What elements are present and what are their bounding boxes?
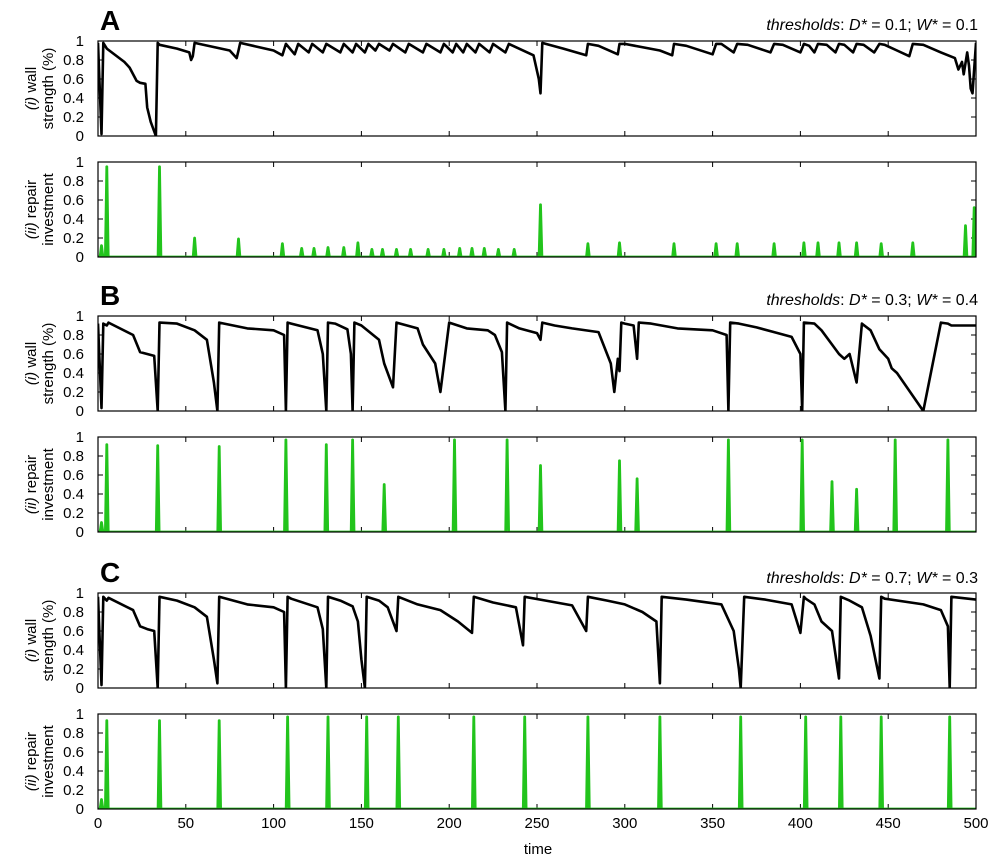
y-tick-label: 0.2 xyxy=(63,230,84,247)
wall-strength-subplot: 0 0.2 0.4 0.6 0.8 1 (i) wallstrength (%) xyxy=(23,33,976,145)
plot-frame xyxy=(98,41,976,136)
y-tick-label: 0 xyxy=(76,680,84,697)
y-tick-label: 0.8 xyxy=(63,604,84,621)
y-tick-label: 0.6 xyxy=(63,71,84,88)
y-tick-label: 0.2 xyxy=(63,505,84,522)
repair-investment-subplot: 0 0.2 0.4 0.6 0.8 1 (ii) repairinvestment xyxy=(23,429,976,541)
thresholds-label: thresholds: D* = 0.3; W* = 0.4 xyxy=(766,292,978,309)
y-tick-label: 0.6 xyxy=(63,467,84,484)
y-tick-label: 0.8 xyxy=(63,448,84,465)
y-tick-label: 0.2 xyxy=(63,661,84,678)
y-tick-label: 0.2 xyxy=(63,782,84,799)
y-tick-label: 1 xyxy=(76,308,84,325)
x-tick-label: 100 xyxy=(261,815,286,832)
panel-letter: A xyxy=(100,5,120,36)
y-tick-label: 0.4 xyxy=(63,90,84,107)
y-tick-label: 0 xyxy=(76,128,84,145)
y-axis-label: (i) wallstrength (%) xyxy=(23,48,57,130)
panel-letter: B xyxy=(100,280,120,311)
y-tick-label: 0.6 xyxy=(63,744,84,761)
y-tick-label: 0.2 xyxy=(63,384,84,401)
y-tick-label: 0.6 xyxy=(63,192,84,209)
repair-investment-subplot: 0 0.2 0.4 0.6 0.8 1 (ii) repairinvestment xyxy=(23,154,976,266)
y-tick-label: 0 xyxy=(76,403,84,420)
y-tick-label: 0.8 xyxy=(63,327,84,344)
y-axis-label: (ii) repairinvestment xyxy=(23,724,57,797)
y-axis-label: (i) wallstrength (%) xyxy=(23,323,57,405)
x-tick-label: 350 xyxy=(700,815,725,832)
y-tick-label: 0.4 xyxy=(63,486,84,503)
y-tick-label: 1 xyxy=(76,429,84,446)
thresholds-label: thresholds: D* = 0.7; W* = 0.3 xyxy=(766,570,978,587)
y-axis-label: (ii) repairinvestment xyxy=(23,172,57,245)
y-tick-label: 0.4 xyxy=(63,211,84,228)
x-axis-label: time xyxy=(524,841,552,858)
y-tick-label: 1 xyxy=(76,33,84,50)
x-tick-label: 250 xyxy=(524,815,549,832)
y-tick-label: 0.6 xyxy=(63,346,84,363)
x-tick-label: 500 xyxy=(963,815,988,832)
repair-investment-line xyxy=(98,440,976,532)
y-tick-label: 0.8 xyxy=(63,52,84,69)
repair-investment-line xyxy=(98,717,976,809)
x-tick-label: 50 xyxy=(177,815,194,832)
wall-strength-line xyxy=(98,323,976,411)
y-tick-label: 0 xyxy=(76,524,84,541)
y-tick-label: 0 xyxy=(76,249,84,266)
y-tick-label: 0.4 xyxy=(63,365,84,382)
wall-strength-subplot: 0 0.2 0.4 0.6 0.8 1 (i) wallstrength (%) xyxy=(23,585,976,697)
x-tick-label: 450 xyxy=(876,815,901,832)
panel-letter: C xyxy=(100,557,120,588)
y-tick-label: 1 xyxy=(76,154,84,171)
x-tick-label: 200 xyxy=(437,815,462,832)
wall-strength-line xyxy=(98,43,976,136)
y-tick-label: 0.2 xyxy=(63,109,84,126)
y-axis-label: (ii) repairinvestment xyxy=(23,447,57,520)
x-tick-label: 400 xyxy=(788,815,813,832)
plot-frame xyxy=(98,316,976,411)
x-tick-label: 150 xyxy=(349,815,374,832)
plot-frame xyxy=(98,162,976,257)
y-tick-label: 0.6 xyxy=(63,623,84,640)
plot-frame xyxy=(98,714,976,809)
wall-strength-line xyxy=(98,597,976,688)
wall-strength-subplot: 0 0.2 0.4 0.6 0.8 1 (i) wallstrength (%) xyxy=(23,308,976,420)
y-tick-label: 0.4 xyxy=(63,763,84,780)
y-tick-label: 1 xyxy=(76,585,84,602)
x-tick-label: 0 xyxy=(94,815,102,832)
plot-frame xyxy=(98,593,976,688)
y-tick-label: 1 xyxy=(76,706,84,723)
y-tick-label: 0.8 xyxy=(63,725,84,742)
x-tick-label: 300 xyxy=(612,815,637,832)
repair-investment-subplot: 0 0.2 0.4 0.6 0.8 1 (ii) repairinvestment xyxy=(23,706,976,818)
repair-investment-line xyxy=(98,167,976,257)
y-axis-label: (i) wallstrength (%) xyxy=(23,600,57,682)
y-tick-label: 0 xyxy=(76,801,84,818)
y-tick-label: 0.4 xyxy=(63,642,84,659)
plot-frame xyxy=(98,437,976,532)
thresholds-label: thresholds: D* = 0.1; W* = 0.1 xyxy=(766,17,978,34)
y-tick-label: 0.8 xyxy=(63,173,84,190)
